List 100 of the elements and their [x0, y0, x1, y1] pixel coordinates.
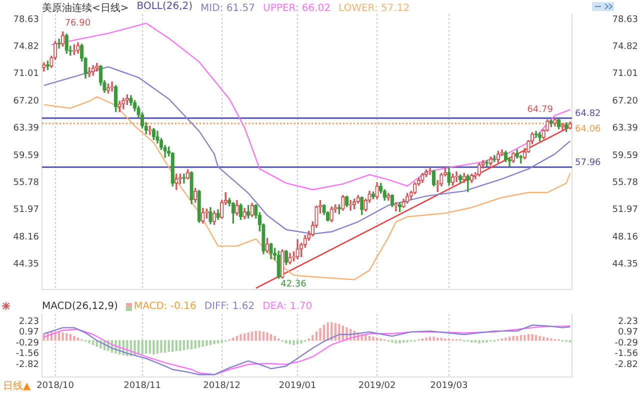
bar — [538, 336, 541, 341]
y-tick-label: 2.23 — [18, 316, 39, 327]
candlestick — [454, 171, 458, 182]
x-tick-label: 2019/01 — [278, 380, 316, 391]
candlestick — [296, 239, 300, 260]
bar — [436, 338, 439, 341]
candlestick — [360, 196, 364, 215]
candlestick — [280, 249, 284, 279]
x-tick-label: 2019/02 — [358, 380, 396, 391]
bar — [285, 340, 288, 344]
chart-title: 美原油连续<日线> — [42, 2, 129, 15]
candlestick — [42, 62, 46, 72]
candlestick — [106, 84, 110, 94]
bar — [338, 324, 340, 341]
y2-tick-label: 63.39 — [612, 124, 638, 134]
candlestick — [488, 156, 492, 166]
candlestick — [238, 204, 243, 220]
bar — [92, 340, 94, 346]
candlestick — [288, 252, 292, 264]
bar — [175, 340, 178, 352]
y-tick-label: -0.29 — [16, 338, 40, 348]
bar — [394, 340, 398, 344]
text: DEA: 1.70 — [262, 301, 312, 312]
y2-tick-label: -0.29 — [614, 338, 638, 348]
bar — [380, 338, 382, 341]
bar — [504, 338, 507, 341]
bar — [425, 338, 428, 341]
text: LOWER: 57.12 — [338, 2, 410, 15]
bar — [428, 336, 432, 341]
bar — [520, 335, 522, 341]
bar — [254, 330, 257, 341]
bar — [534, 335, 538, 341]
y2-tick-label: 67.20 — [612, 96, 638, 106]
bar — [500, 338, 504, 341]
ref-line-label: 64.82 — [575, 108, 601, 119]
bar — [232, 338, 234, 341]
bar — [258, 330, 261, 341]
y2-tick-label: 78.63 — [612, 14, 638, 25]
bar — [76, 338, 80, 341]
y2-tick-label: 74.82 — [612, 42, 638, 52]
y2-tick-label: -2.82 — [614, 360, 638, 370]
y2-tick-label: 0.97 — [618, 328, 638, 338]
bar — [164, 340, 166, 353]
bar — [315, 332, 318, 341]
bar — [240, 334, 242, 341]
candlestick — [568, 121, 572, 130]
bar — [516, 336, 518, 341]
chart-title: MACD(26,12,9) — [42, 301, 118, 312]
x-tick-label: 2018/11 — [124, 380, 162, 391]
candlestick — [174, 174, 178, 190]
bar — [288, 340, 292, 344]
y-tick-label: 48.16 — [13, 232, 40, 242]
bar — [512, 336, 514, 341]
bar — [278, 338, 280, 341]
bar — [444, 338, 446, 341]
bar — [194, 340, 196, 348]
bar — [160, 340, 162, 353]
y2-tick-label: 71.01 — [612, 69, 638, 80]
bar — [474, 340, 477, 343]
bar — [88, 340, 90, 344]
bar — [69, 334, 72, 341]
ref-line-label: 57.96 — [575, 158, 602, 168]
candlestick — [242, 208, 246, 220]
candlestick — [496, 150, 500, 163]
bar — [478, 340, 480, 344]
x-tick-label: 2018/12 — [203, 380, 241, 391]
bar — [542, 336, 545, 341]
y-tick-label: 71.01 — [13, 69, 39, 80]
bar — [168, 340, 170, 352]
bar — [292, 340, 295, 346]
bar — [482, 340, 484, 343]
y-tick-label: 44.35 — [13, 260, 39, 270]
bar — [266, 332, 268, 341]
candlestick — [386, 192, 390, 201]
candlestick — [197, 190, 201, 223]
text: DIFF: 1.62 — [204, 301, 255, 312]
bar — [406, 340, 408, 343]
bar — [527, 334, 530, 341]
candlestick — [511, 152, 516, 163]
bar — [319, 328, 322, 341]
bar — [550, 338, 552, 341]
candlestick — [428, 168, 432, 175]
bar — [206, 340, 208, 346]
y2-tick-label: 55.78 — [612, 178, 638, 188]
bar — [220, 340, 223, 343]
bar — [300, 340, 302, 344]
bar — [508, 336, 511, 341]
y-tick-label: 59.59 — [13, 150, 40, 161]
candlestick — [375, 182, 379, 200]
bar — [448, 338, 450, 341]
candlestick — [208, 207, 212, 224]
y-tick-label: 0.97 — [18, 328, 39, 338]
bar — [172, 340, 174, 352]
candlestick — [284, 250, 288, 265]
candlestick — [76, 42, 80, 54]
y-tick-label: 55.78 — [13, 178, 40, 188]
candlestick — [114, 85, 118, 112]
bar — [372, 336, 374, 341]
bar — [274, 336, 276, 341]
candlestick — [118, 100, 122, 112]
